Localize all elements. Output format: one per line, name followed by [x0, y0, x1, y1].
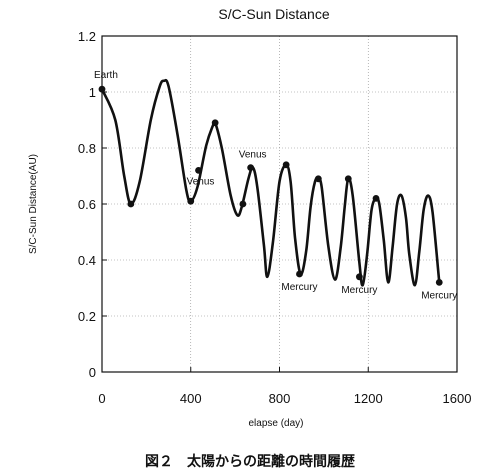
annotation-mercury: Mercury	[281, 282, 317, 293]
data-point-marker	[127, 200, 135, 208]
y-tick-label: 1.2	[78, 29, 96, 44]
data-point-marker	[195, 167, 202, 174]
data-point-marker	[187, 197, 195, 205]
data-point-marker	[211, 119, 219, 127]
annotation-mercury: Mercury	[421, 290, 457, 301]
annotation-venus: Venus	[187, 176, 215, 187]
y-tick-label: 0.8	[78, 141, 96, 156]
x-tick-label: 1600	[443, 391, 472, 406]
data-point-marker	[355, 273, 363, 281]
data-point-marker	[314, 175, 322, 183]
y-tick-label: 0.2	[78, 309, 96, 324]
y-tick-label: 1	[89, 85, 96, 100]
x-tick-label: 1200	[354, 391, 383, 406]
series	[100, 78, 441, 287]
figure-caption: 図２ 太陽からの距離の時間履歴	[145, 453, 355, 470]
y-tick-label: 0.4	[78, 253, 96, 268]
data-point-marker	[435, 279, 443, 286]
x-tick-label: 400	[180, 391, 202, 406]
data-point-marker	[344, 175, 352, 183]
y-axis: 0 0.2 0.4 0.6 0.8 1 1.2	[78, 29, 107, 380]
x-tick-label: 800	[269, 391, 291, 406]
markers	[98, 85, 443, 286]
data-point-marker	[372, 195, 380, 202]
x-axis-label: elapse (day)	[248, 418, 303, 429]
data-point-marker	[247, 164, 255, 172]
x-tick-label: 0	[98, 391, 105, 406]
distance-series-line	[100, 78, 441, 287]
annotation-mercury: Mercury	[341, 285, 377, 296]
data-point-marker	[282, 161, 290, 169]
data-point-marker	[296, 270, 303, 278]
annotation-earth: Earth	[94, 70, 118, 81]
y-tick-label: 0	[89, 365, 96, 380]
chart-title: S/C-Sun Distance	[218, 6, 329, 22]
data-point-marker	[239, 200, 247, 208]
data-point-marker	[98, 85, 106, 93]
annotations: Earth Venus Venus Mercury Mercury Mercury	[94, 70, 457, 301]
x-axis: 0 400 800 1200 1600	[98, 367, 471, 406]
annotation-venus: Venus	[239, 150, 267, 161]
y-axis-label: S/C-Sun Distance(AU)	[28, 154, 39, 254]
y-tick-label: 0.6	[78, 197, 96, 212]
